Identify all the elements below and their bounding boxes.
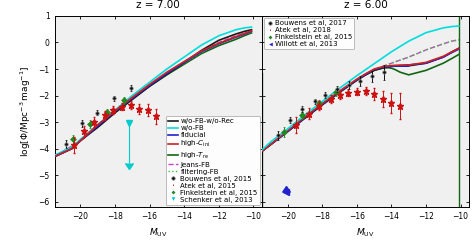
Title: z = 6.00: z = 6.00 [344,0,387,10]
Legend: w/o-FB-w/o-Rec, w/o-FB, fiducial, high-$C_{\rm ini}$, high-$T_{\rm re}$, Jeans-F: w/o-FB-w/o-Rec, w/o-FB, fiducial, high-$… [166,116,260,205]
X-axis label: $M_{\rm UV}$: $M_{\rm UV}$ [356,226,375,239]
X-axis label: $M_{\rm UV}$: $M_{\rm UV}$ [149,226,167,239]
Legend: Bouwens et al, 2017, Atek et al, 2018, Finkelstein et al, 2015, Willott et al, 2: Bouwens et al, 2017, Atek et al, 2018, F… [264,18,355,49]
Title: z = 7.00: z = 7.00 [137,0,180,10]
Y-axis label: $\log[\Phi/\rm Mpc^{-3}\,mag^{-1}]$: $\log[\Phi/\rm Mpc^{-3}\,mag^{-1}]$ [18,66,33,157]
